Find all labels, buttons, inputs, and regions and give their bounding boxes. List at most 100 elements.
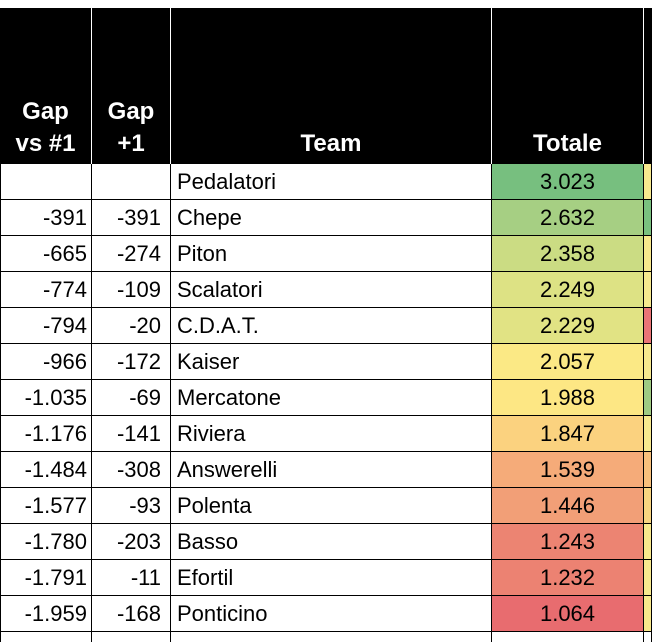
- gap-prev-cell[interactable]: -11: [130, 565, 161, 590]
- team-cell[interactable]: Kaiser: [177, 349, 240, 374]
- header-gap-prev[interactable]: Gap +1: [92, 8, 170, 164]
- header-gap-vs-first-line1: Gap: [22, 98, 69, 125]
- next-column-cell[interactable]: [644, 416, 652, 452]
- totale-cell[interactable]: 3.023: [492, 164, 643, 200]
- gap-vs-first-cell[interactable]: -966: [42, 349, 87, 374]
- header-separator: [91, 8, 92, 164]
- header-separator: [643, 8, 644, 164]
- next-column-cell[interactable]: [644, 272, 652, 308]
- row-border: [0, 487, 652, 488]
- totale-cell[interactable]: 1.064: [492, 596, 643, 632]
- row-border: [0, 559, 652, 560]
- gap-prev-cell[interactable]: -308: [116, 457, 161, 482]
- team-cell[interactable]: Piton: [177, 241, 228, 266]
- header-totale-label: Totale: [533, 130, 602, 157]
- header-separator: [491, 8, 492, 164]
- table-row: -665 -274 Piton 2.358: [0, 236, 652, 272]
- team-cell[interactable]: Riviera: [177, 421, 246, 446]
- table-row: -794 -20 C.D.A.T. 2.229: [0, 308, 652, 344]
- totale-cell[interactable]: 2.057: [492, 344, 643, 380]
- next-column-cell[interactable]: [644, 452, 652, 488]
- totale-cell[interactable]: 1.243: [492, 524, 643, 560]
- totale-cell[interactable]: 1.539: [492, 452, 643, 488]
- gap-prev-cell[interactable]: -391: [116, 205, 161, 230]
- gap-vs-first-cell[interactable]: -665: [42, 241, 87, 266]
- table-row: -1.035 -69 Mercatone 1.988: [0, 380, 652, 416]
- gap-vs-first-cell[interactable]: -1.484: [24, 457, 87, 482]
- row-border: [0, 235, 652, 236]
- row-border: [0, 199, 652, 200]
- gap-prev-cell[interactable]: -274: [116, 241, 161, 266]
- next-column-cell[interactable]: [644, 344, 652, 380]
- team-cell[interactable]: Efortil: [177, 565, 234, 590]
- header-separator: [170, 8, 171, 164]
- table-row: -774 -109 Scalatori 2.249: [0, 272, 652, 308]
- team-cell[interactable]: Mercatone: [177, 385, 281, 410]
- gap-vs-first-cell[interactable]: -1.791: [24, 565, 87, 590]
- gap-prev-cell[interactable]: [92, 164, 170, 200]
- totale-cell[interactable]: 1.232: [492, 560, 643, 596]
- gap-vs-first-cell[interactable]: -1.780: [24, 529, 87, 554]
- team-cell[interactable]: Chepe: [177, 205, 242, 230]
- gap-prev-cell[interactable]: -168: [116, 601, 161, 626]
- table-row: -1.577 -93 Polenta 1.446: [0, 488, 652, 524]
- team-cell[interactable]: Basso: [177, 529, 239, 554]
- totale-cell[interactable]: 1.988: [492, 380, 643, 416]
- team-cell[interactable]: Polenta: [177, 493, 252, 518]
- gap-vs-first-cell[interactable]: -1.035: [24, 385, 87, 410]
- next-column-cell[interactable]: [644, 596, 652, 632]
- next-column-cell[interactable]: [644, 380, 652, 416]
- gap-prev-cell[interactable]: -141: [116, 421, 161, 446]
- totale-cell[interactable]: 2.229: [492, 308, 643, 344]
- team-cell[interactable]: C.D.A.T.: [177, 313, 259, 338]
- table-row: -1.959 -168 Ponticino 1.064: [0, 596, 652, 632]
- totale-cell[interactable]: 2.632: [492, 200, 643, 236]
- header-gap-vs-first[interactable]: Gap vs #1: [0, 8, 91, 164]
- team-cell[interactable]: Ponticino: [177, 601, 268, 626]
- table-row: Pedalatori 3.023: [0, 164, 652, 200]
- team-cell[interactable]: Pedalatori: [177, 169, 277, 194]
- gap-prev-cell[interactable]: -109: [116, 277, 161, 302]
- totale-cell[interactable]: 2.249: [492, 272, 643, 308]
- gap-vs-first-cell[interactable]: -794: [42, 313, 87, 338]
- header-gap-vs-first-line2: vs #1: [15, 130, 76, 157]
- gap-prev-cell[interactable]: -172: [116, 349, 161, 374]
- header-gap-prev-line1: Gap: [107, 98, 155, 125]
- table-row: -966 -172 Kaiser 2.057: [0, 344, 652, 380]
- column-border: [170, 164, 171, 642]
- header-next-column[interactable]: [644, 8, 652, 164]
- team-cell[interactable]: Answerelli: [177, 457, 278, 482]
- totale-cell[interactable]: 2.358: [492, 236, 643, 272]
- gap-prev-cell[interactable]: -93: [129, 493, 161, 518]
- header-team[interactable]: Team: [171, 8, 491, 164]
- row-border: [0, 379, 652, 380]
- gap-vs-first-cell[interactable]: [0, 164, 91, 200]
- next-column-cell[interactable]: [644, 560, 652, 596]
- gap-vs-first-cell[interactable]: -774: [42, 277, 87, 302]
- row-border: [0, 343, 652, 344]
- column-border: [91, 164, 92, 642]
- team-cell[interactable]: Scalatori: [177, 277, 263, 302]
- gap-vs-first-cell[interactable]: -391: [42, 205, 87, 230]
- next-column-cell[interactable]: [644, 200, 652, 236]
- totale-cell[interactable]: 1.446: [492, 488, 643, 524]
- next-column-cell[interactable]: [644, 524, 652, 560]
- gap-prev-cell[interactable]: -203: [116, 529, 161, 554]
- gap-vs-first-cell[interactable]: -1.577: [24, 493, 87, 518]
- next-column-cell[interactable]: [644, 488, 652, 524]
- table-row: -1.791 -11 Efortil 1.232: [0, 560, 652, 596]
- gap-prev-cell[interactable]: -20: [129, 313, 161, 338]
- row-border: [0, 595, 652, 596]
- next-column-cell[interactable]: [644, 308, 652, 344]
- gap-vs-first-cell[interactable]: -1.176: [24, 421, 87, 446]
- table-row: -1.176 -141 Riviera 1.847: [0, 416, 652, 452]
- next-column-cell[interactable]: [644, 164, 652, 200]
- table-row: -1.484 -308 Answerelli 1.539: [0, 452, 652, 488]
- next-column-cell[interactable]: [644, 236, 652, 272]
- gap-prev-cell[interactable]: -69: [129, 385, 161, 410]
- totale-cell[interactable]: 1.847: [492, 416, 643, 452]
- gap-vs-first-cell[interactable]: -1.959: [24, 601, 87, 626]
- column-border: [643, 164, 644, 642]
- column-border: [0, 164, 1, 642]
- header-totale[interactable]: Totale: [492, 8, 643, 164]
